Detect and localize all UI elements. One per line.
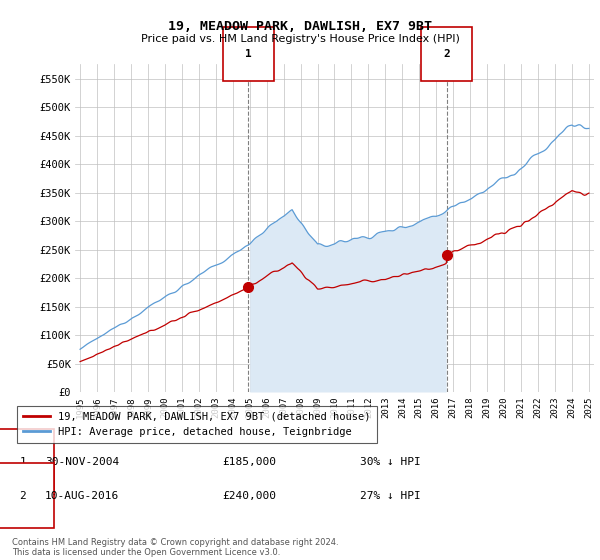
Text: 27% ↓ HPI: 27% ↓ HPI [360, 491, 421, 501]
Text: 19, MEADOW PARK, DAWLISH, EX7 9BT: 19, MEADOW PARK, DAWLISH, EX7 9BT [168, 20, 432, 32]
Text: 30-NOV-2004: 30-NOV-2004 [45, 457, 119, 467]
Text: Price paid vs. HM Land Registry's House Price Index (HPI): Price paid vs. HM Land Registry's House … [140, 34, 460, 44]
Text: £185,000: £185,000 [222, 457, 276, 467]
Text: 2: 2 [19, 491, 26, 501]
Text: 1: 1 [19, 457, 26, 467]
Text: 30% ↓ HPI: 30% ↓ HPI [360, 457, 421, 467]
Legend: 19, MEADOW PARK, DAWLISH, EX7 9BT (detached house), HPI: Average price, detached: 19, MEADOW PARK, DAWLISH, EX7 9BT (detac… [17, 405, 377, 444]
Text: 1: 1 [245, 49, 252, 59]
Text: 10-AUG-2016: 10-AUG-2016 [45, 491, 119, 501]
Text: Contains HM Land Registry data © Crown copyright and database right 2024.
This d: Contains HM Land Registry data © Crown c… [12, 538, 338, 557]
Text: 2: 2 [443, 49, 450, 59]
Text: £240,000: £240,000 [222, 491, 276, 501]
